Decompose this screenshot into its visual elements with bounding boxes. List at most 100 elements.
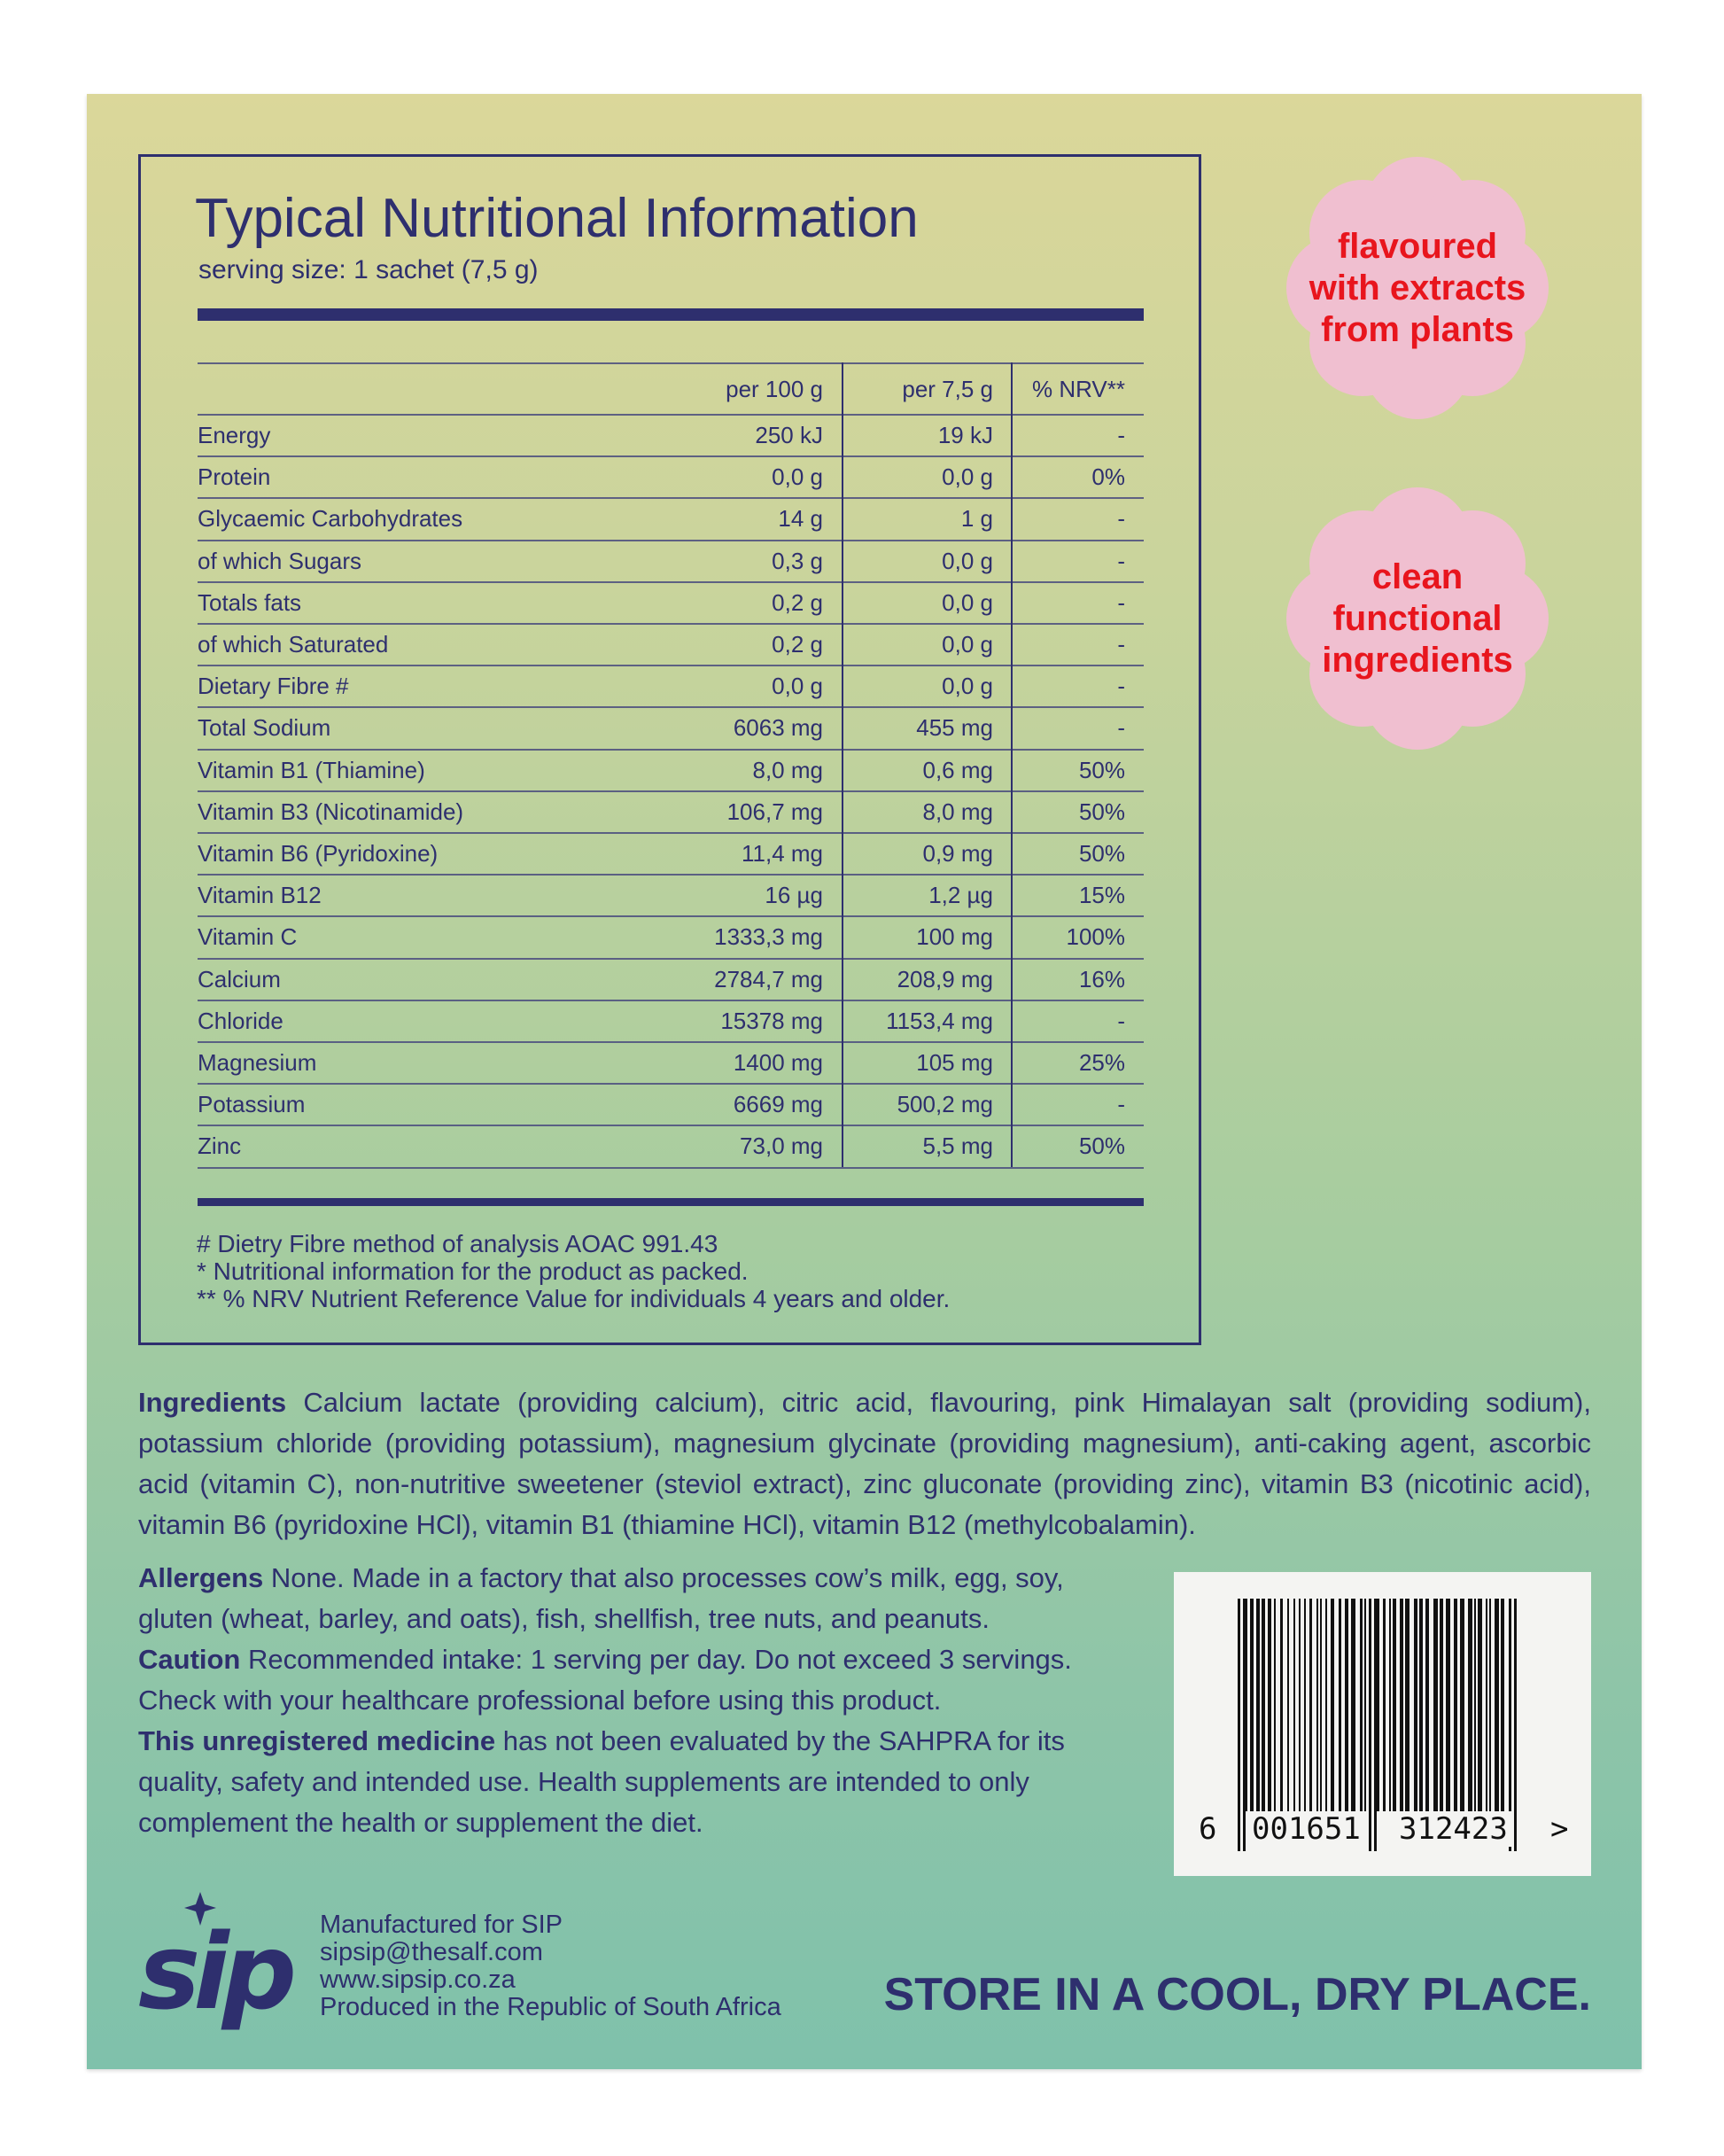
- nutrition-title: Typical Nutritional Information: [195, 188, 919, 249]
- nutrient-name: Totals fats: [198, 588, 302, 616]
- nutrient-value: 0,0 g: [772, 673, 823, 700]
- table-rule: [198, 706, 1144, 709]
- contact-email: sipsip@thesalf.com: [320, 1938, 543, 1966]
- barcode-bars-icon: [1238, 1599, 1517, 1851]
- barcode-bar: [1351, 1599, 1355, 1811]
- nutrient-value: 100%: [1066, 923, 1126, 951]
- badge-clean: clean functional ingredients: [1285, 486, 1550, 751]
- barcode-bar: [1246, 1599, 1247, 1811]
- warnings-block: Allergens None. Made in a factory that a…: [138, 1558, 1122, 1843]
- footnote: # Dietry Fibre method of analysis AOAC 9…: [197, 1230, 718, 1257]
- badge-line: flavoured: [1337, 227, 1498, 266]
- barcode-bar: [1478, 1599, 1482, 1811]
- table-rule: [198, 915, 1144, 918]
- nutrient-name: Potassium: [198, 1091, 306, 1118]
- barcode-bar: [1293, 1599, 1295, 1811]
- table-rule: [198, 665, 1144, 667]
- nutrient-value: 2784,7 mg: [714, 965, 823, 992]
- allergens-text: None. Made in a factory that also proces…: [138, 1562, 1064, 1634]
- table-rule: [198, 1041, 1144, 1043]
- nutrient-value: 6063 mg: [733, 714, 823, 742]
- nutrient-name: Magnesium: [198, 1049, 317, 1076]
- nutrition-info-box: [138, 154, 1201, 1345]
- nutrient-value: 0,2 g: [772, 631, 823, 658]
- barcode-guard-bar: [1514, 1599, 1517, 1851]
- barcode-bar: [1389, 1599, 1391, 1811]
- ingredients-label: Ingredients: [138, 1387, 287, 1418]
- nutrient-value: 19 kJ: [937, 422, 993, 448]
- nutrient-value: 25%: [1078, 1049, 1125, 1076]
- nutrient-name: Dietary Fibre #: [198, 673, 349, 700]
- barcode-bar: [1280, 1599, 1283, 1811]
- nutrient-value: -: [1117, 422, 1125, 448]
- barcode-bar: [1419, 1599, 1423, 1811]
- barcode-bar: [1501, 1599, 1504, 1811]
- barcode-bar: [1325, 1599, 1327, 1811]
- manufacturer-info: Manufactured for SIP sipsip@thesalf.com …: [320, 1911, 781, 2030]
- table-rule: [198, 999, 1144, 1001]
- table-rule: [198, 1083, 1144, 1086]
- nutrient-value: 73,0 mg: [740, 1132, 823, 1160]
- caution-text: Recommended intake: 1 serving per day. D…: [138, 1644, 1072, 1716]
- nutrient-name: Vitamin B6 (Pyridoxine): [198, 840, 439, 867]
- nutrient-name: Glycaemic Carbohydrates: [198, 505, 463, 533]
- barcode-bar: [1460, 1599, 1464, 1811]
- nutrient-value: 0,0 g: [942, 547, 993, 574]
- nutrient-value: -: [1117, 631, 1125, 658]
- nutrient-value: 50%: [1078, 840, 1125, 867]
- barcode-bar: [1495, 1599, 1499, 1811]
- nutrient-value: 50%: [1078, 798, 1125, 825]
- nutrient-value: -: [1117, 714, 1125, 742]
- nutrient-value: 455 mg: [916, 714, 993, 742]
- table-rule: [198, 957, 1144, 960]
- website: www.sipsip.co.za: [320, 1965, 516, 1994]
- nutrient-value: 0,2 g: [772, 588, 823, 616]
- barcode-bar: [1440, 1599, 1443, 1811]
- barcode-bar: [1446, 1599, 1450, 1811]
- nutrient-name: Calcium: [198, 965, 281, 992]
- table-rule: [198, 874, 1144, 876]
- nutrient-value: 0,0 g: [942, 463, 993, 491]
- nutrient-name: Total Sodium: [198, 714, 331, 742]
- svg-text:sip: sip: [138, 1911, 293, 2030]
- flower-shape-icon: [1286, 157, 1549, 419]
- barcode-digit: 6: [1199, 1811, 1217, 1847]
- manufacturer-line: Manufactured for SIP: [320, 1911, 563, 1939]
- barcode-bar: [1331, 1599, 1334, 1811]
- serving-size: serving size: 1 sachet (7,5 g): [198, 255, 539, 284]
- nutrient-value: 8,0 mg: [752, 756, 824, 783]
- badge-line: clean: [1371, 557, 1464, 596]
- column-header: per 7,5 g: [902, 376, 993, 402]
- nutrient-name: Vitamin B3 (Nicotinamide): [198, 798, 464, 825]
- barcode-bar: [1474, 1599, 1476, 1811]
- nutrient-value: 1 g: [960, 505, 993, 533]
- nutrient-value: 1400 mg: [733, 1049, 823, 1076]
- nutrient-name: Vitamin C: [198, 923, 298, 951]
- column-header: per 100 g: [726, 376, 823, 402]
- barcode-guard-bar: [1238, 1599, 1240, 1851]
- nutrient-value: 250 kJ: [755, 422, 823, 448]
- nutrient-value: 11,4 mg: [741, 840, 823, 867]
- barcode-bar: [1414, 1599, 1417, 1811]
- column-divider: [842, 362, 843, 1167]
- nutrient-value: 16 µg: [765, 882, 823, 909]
- unregistered-label: This unregistered medicine: [138, 1725, 496, 1756]
- nutrient-name: Chloride: [198, 1007, 283, 1034]
- barcode-bar: [1320, 1599, 1322, 1811]
- nutrient-value: 0,3 g: [772, 547, 823, 574]
- nutrient-value: 50%: [1078, 1132, 1125, 1160]
- nutrient-value: 8,0 mg: [922, 798, 994, 825]
- barcode-bar: [1433, 1599, 1438, 1811]
- ingredients-list: Calcium lactate (providing calcium), cit…: [138, 1387, 1591, 1540]
- nutrient-value: 106,7 mg: [726, 798, 823, 825]
- nutrient-value: 208,9 mg: [897, 965, 993, 992]
- table-rule: [198, 790, 1144, 792]
- badge-line: ingredients: [1322, 641, 1513, 680]
- barcode-bar: [1486, 1599, 1487, 1811]
- table-rule: [198, 1125, 1144, 1127]
- table-rule: [198, 414, 1144, 416]
- barcode-bar: [1393, 1599, 1396, 1811]
- barcode: 6 001651 312423 >: [1174, 1572, 1591, 1876]
- nutrient-value: 15378 mg: [720, 1007, 823, 1034]
- table-rule: [198, 455, 1144, 458]
